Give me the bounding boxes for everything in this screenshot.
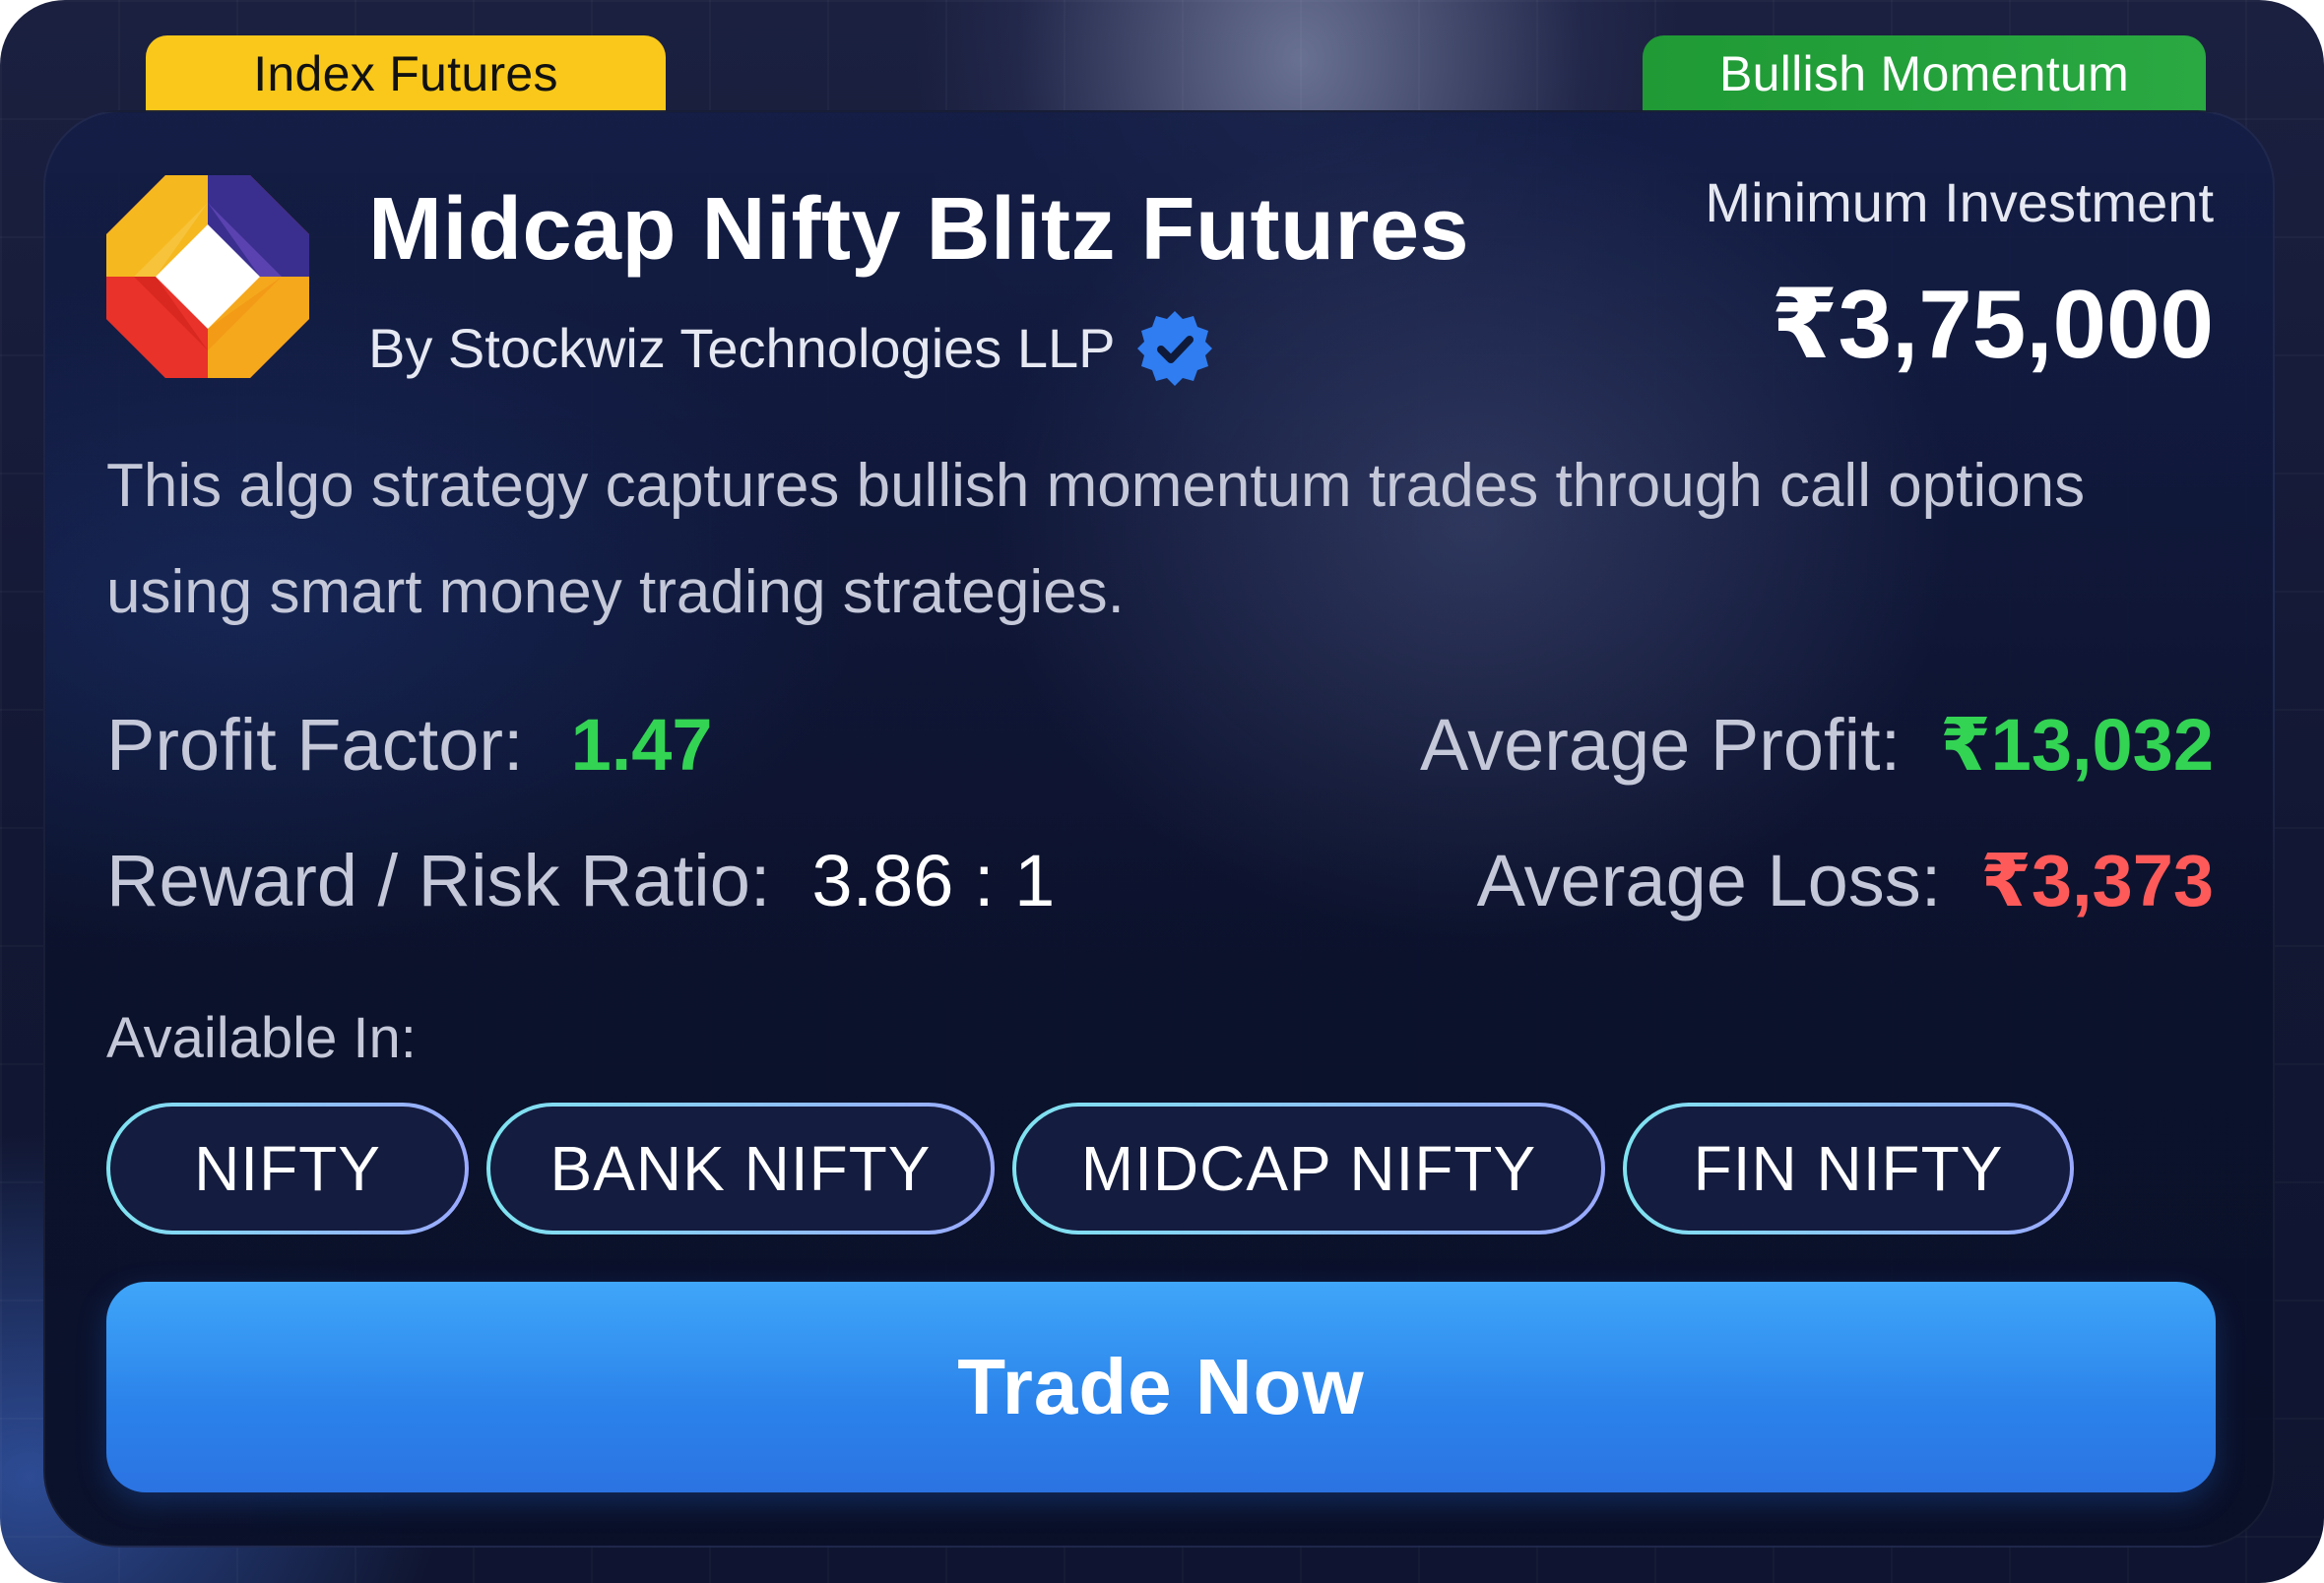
chip-bank-nifty[interactable]: BANK NIFTY — [486, 1103, 995, 1235]
category-tag: Index Futures — [146, 35, 666, 112]
index-chips: NIFTY BANK NIFTY MIDCAP NIFTY FIN NIFTY — [106, 1103, 2074, 1235]
profit-factor-label: Profit Factor: — [106, 704, 524, 786]
byline: By Stockwiz Technologies LLP — [368, 307, 1216, 390]
strategy-description: This algo strategy captures bullish mome… — [106, 452, 2086, 626]
average-profit-stat: Average Profit: ₹13,032 — [1420, 709, 2214, 782]
verified-badge-icon — [1136, 311, 1212, 386]
reward-risk-stat: Reward / Risk Ratio: 3.86 : 1 — [106, 845, 1055, 918]
average-profit-value: ₹13,032 — [1940, 704, 2214, 786]
profit-factor-stat: Profit Factor: 1.47 — [106, 709, 713, 782]
chip-nifty[interactable]: NIFTY — [106, 1103, 469, 1235]
chip-fin-nifty[interactable]: FIN NIFTY — [1623, 1103, 2074, 1235]
average-loss-value: ₹3,373 — [1980, 840, 2214, 921]
min-investment-value: ₹3,75,000 — [1771, 270, 2214, 378]
average-profit-label: Average Profit: — [1420, 704, 1902, 786]
chip-midcap-nifty[interactable]: MIDCAP NIFTY — [1012, 1103, 1605, 1235]
average-loss-stat: Average Loss: ₹3,373 — [1477, 845, 2214, 918]
average-loss-label: Average Loss: — [1476, 840, 1942, 921]
strategy-title: Midcap Nifty Blitz Futures — [368, 180, 1470, 279]
trade-now-button[interactable]: Trade Now — [106, 1282, 2216, 1492]
available-in-label: Available In: — [106, 1006, 417, 1070]
profit-factor-value: 1.47 — [570, 704, 713, 786]
provider-name: By Stockwiz Technologies LLP — [368, 317, 1116, 379]
min-investment-label: Minimum Investment — [1705, 171, 2214, 233]
octagon-logo-icon — [106, 175, 309, 378]
trend-tag: Bullish Momentum — [1643, 35, 2206, 112]
reward-risk-value: 3.86 : 1 — [811, 840, 1056, 921]
reward-risk-label: Reward / Risk Ratio: — [106, 840, 771, 921]
